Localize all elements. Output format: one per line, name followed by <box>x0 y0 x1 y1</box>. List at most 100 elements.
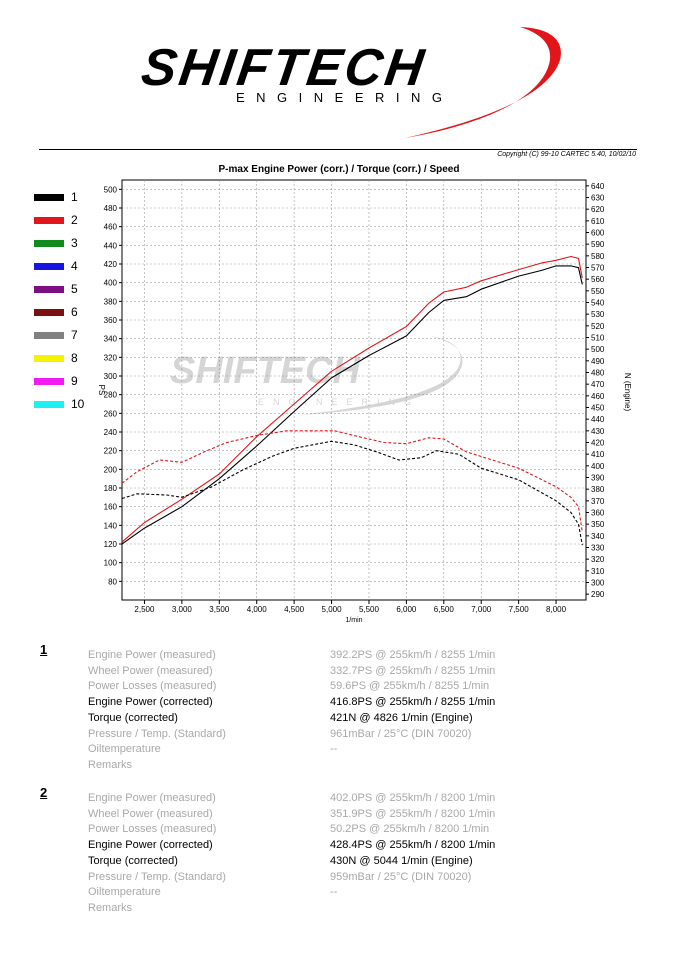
y-left-tick-label: 100 <box>104 559 118 568</box>
legend-label: 1 <box>71 190 78 204</box>
result-label: Engine Power (corrected) <box>88 696 213 709</box>
plot-frame <box>121 179 587 601</box>
y-left-tick-label: 320 <box>104 353 118 362</box>
y-right-tick-label: 590 <box>591 240 605 249</box>
x-tick-label: 4,500 <box>284 605 305 614</box>
y-left-tick-label: 280 <box>104 391 118 400</box>
legend-label: 8 <box>71 351 78 365</box>
y-right-tick-label: 490 <box>591 357 605 366</box>
x-tick-label: 7,500 <box>509 605 530 614</box>
y-right-tick-label: 320 <box>591 555 605 564</box>
x-tick-label: 4,000 <box>247 605 268 614</box>
legend-item: 6 <box>34 305 94 330</box>
result-value: 351.9PS @ 255km/h / 8200 1/min <box>330 807 496 820</box>
legend-label: 3 <box>71 236 78 250</box>
y-left-axis-label: PS <box>97 385 106 396</box>
y-right-tick-label: 560 <box>591 275 605 284</box>
result-value: 50.2PS @ 255km/h / 8200 1/min <box>330 823 490 836</box>
run-number: 2 <box>40 785 48 800</box>
y-right-tick-label: 290 <box>591 590 605 599</box>
y-left-tick-label: 300 <box>104 372 118 381</box>
result-label: Pressure / Temp. (Standard) <box>88 727 226 740</box>
y-left-tick-label: 460 <box>104 223 118 232</box>
y-right-tick-label: 310 <box>591 567 605 576</box>
result-label: Torque (corrected) <box>88 711 178 724</box>
result-label: Power Losses (measured) <box>88 823 217 836</box>
result-value: 428.4PS @ 255km/h / 8200 1/min <box>330 839 496 852</box>
legend-swatch <box>34 332 64 339</box>
y-left-tick-label: 380 <box>104 297 118 306</box>
y-right-tick-label: 580 <box>591 252 605 261</box>
y-right-tick-label: 460 <box>591 392 605 401</box>
x-axis-label: 1/min <box>345 617 362 624</box>
legend-item: 4 <box>34 259 94 284</box>
y-left-tick-label: 500 <box>104 185 118 194</box>
y-right-tick-label: 600 <box>591 229 605 238</box>
result-value: -- <box>330 743 338 756</box>
result-label: Remarks <box>88 758 133 771</box>
y-right-tick-label: 470 <box>591 380 605 389</box>
result-label: Engine Power (corrected) <box>88 839 213 852</box>
legend-item: 10 <box>34 397 94 422</box>
watermark-wordmark: SHIFTECH <box>170 350 362 392</box>
y-left-tick-label: 260 <box>104 409 118 418</box>
result-label: Oiltemperature <box>88 743 161 756</box>
y-left-tick-label: 340 <box>104 335 118 344</box>
y-right-tick-label: 640 <box>591 182 605 191</box>
y-right-tick-label: 480 <box>591 369 605 378</box>
series-line-2-power <box>121 255 583 543</box>
series-line-1-power <box>121 265 583 545</box>
legend-label: 2 <box>71 213 78 227</box>
legend-label: 9 <box>71 374 78 388</box>
legend-swatch <box>34 217 64 224</box>
x-tick-label: 7,000 <box>471 605 492 614</box>
y-left-tick-label: 440 <box>104 241 118 250</box>
x-tick-label: 3,000 <box>172 605 193 614</box>
legend-swatch <box>34 240 64 247</box>
legend-swatch <box>34 401 64 408</box>
y-right-tick-label: 620 <box>591 205 605 214</box>
result-label: Oiltemperature <box>88 886 161 899</box>
result-label: Torque (corrected) <box>88 854 178 867</box>
y-right-tick-label: 400 <box>591 462 605 471</box>
y-left-tick-label: 220 <box>104 447 118 456</box>
result-value: 959mBar / 25°C (DIN 70020) <box>330 870 472 883</box>
legend-item: 2 <box>34 213 94 238</box>
legend-label: 6 <box>71 305 78 319</box>
logo-swoosh-icon <box>405 27 561 138</box>
legend-swatch <box>34 355 64 362</box>
y-left-tick-label: 400 <box>104 279 118 288</box>
run-number: 1 <box>40 642 48 657</box>
legend-item: 5 <box>34 282 94 307</box>
x-tick-label: 5,000 <box>322 605 343 614</box>
y-right-tick-label: 330 <box>591 544 605 553</box>
y-right-axis-label: N (Engine) <box>623 373 632 412</box>
copyright-text: Copyright (C) 99-10 CARTEC 5.40, 10/02/1… <box>497 151 636 158</box>
result-value: 421N @ 4826 1/min (Engine) <box>330 711 473 724</box>
y-right-tick-label: 530 <box>591 310 605 319</box>
y-right-tick-label: 430 <box>591 427 605 436</box>
y-left-tick-label: 140 <box>104 521 118 530</box>
y-right-tick-label: 450 <box>591 404 605 413</box>
legend-label: 5 <box>71 282 78 296</box>
chart-legend: 1 2 3 4 5 6 7 8 9 10 <box>34 190 94 422</box>
result-label: Pressure / Temp. (Standard) <box>88 870 226 883</box>
legend-label: 10 <box>71 397 85 411</box>
result-value: 961mBar / 25°C (DIN 70020) <box>330 727 472 740</box>
legend-label: 7 <box>71 328 78 342</box>
y-right-tick-label: 360 <box>591 509 605 518</box>
legend-label: 4 <box>71 259 78 273</box>
y-right-tick-label: 630 <box>591 194 605 203</box>
y-left-tick-label: 240 <box>104 428 118 437</box>
result-value: 430N @ 5044 1/min (Engine) <box>330 854 473 867</box>
y-right-tick-label: 390 <box>591 474 605 483</box>
y-right-tick-label: 370 <box>591 497 605 506</box>
legend-item: 8 <box>34 351 94 376</box>
legend-item: 9 <box>34 374 94 399</box>
result-label: Engine Power (measured) <box>88 792 216 804</box>
legend-swatch <box>34 194 64 201</box>
result-value: 59.6PS @ 255km/h / 8255 1/min <box>330 680 490 693</box>
y-right-tick-label: 380 <box>591 485 605 494</box>
legend-swatch <box>34 286 64 293</box>
